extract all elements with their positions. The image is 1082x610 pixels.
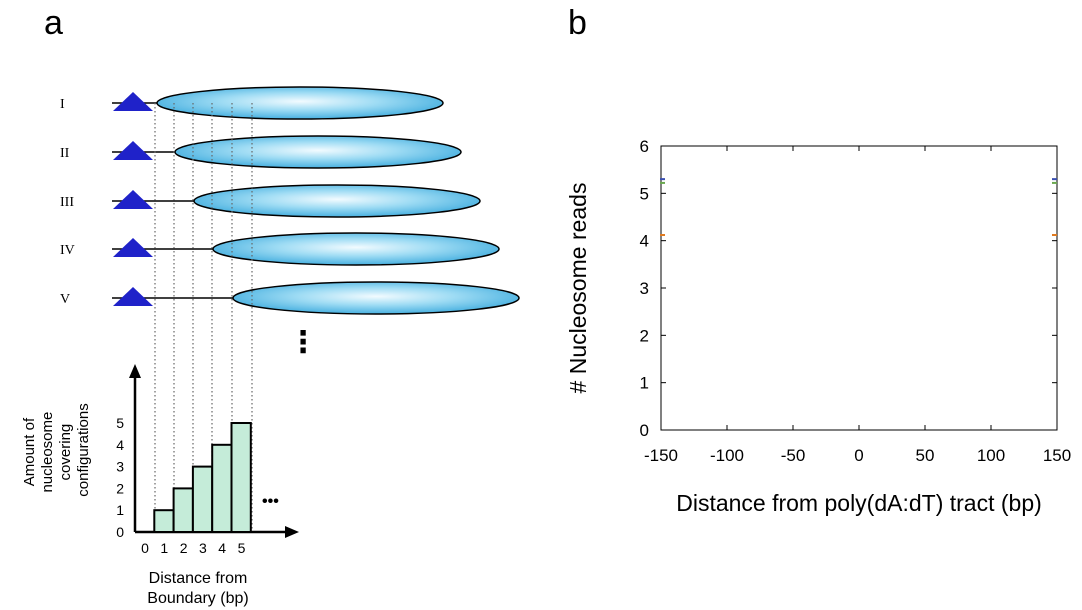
- histogram-bar: [172, 487, 194, 533]
- ytick-label: 3: [640, 279, 649, 298]
- boundary-triangle-icon: [113, 92, 153, 111]
- histogram-xtick-label: 0: [141, 540, 149, 556]
- boundary-triangle-icon: [113, 190, 153, 209]
- configuration-label: IV: [60, 243, 75, 258]
- nucleosome-ellipse: [232, 281, 520, 315]
- histogram-ylabel-line-3: covering: [57, 424, 74, 481]
- more-configurations-ellipsis: ⋮: [288, 326, 318, 359]
- plot-xlabel: Distance from poly(dA:dT) tract (bp): [676, 490, 1042, 516]
- configuration-row: II: [60, 135, 462, 169]
- histogram-ytick-label: 1: [116, 502, 124, 518]
- histogram-xlabel-line-2: Boundary (bp): [147, 590, 248, 607]
- histogram-bar: [153, 509, 175, 534]
- histogram-ytick-label: 3: [116, 459, 124, 475]
- nucleosome-ellipse: [212, 232, 500, 266]
- histogram-y-arrow: [129, 364, 141, 378]
- histogram-ytick-label: 0: [116, 524, 124, 540]
- configuration-label: V: [60, 292, 70, 307]
- configuration-row: IV: [60, 232, 500, 266]
- boundary-triangle-icon: [113, 238, 153, 257]
- histogram-ylabel-line-4: configurations: [75, 403, 92, 496]
- histogram-more-dots: •••: [262, 493, 279, 510]
- histogram-ylabel-line-1: Amount of: [21, 417, 38, 486]
- ytick-label: 4: [640, 232, 649, 251]
- ytick-label: 6: [640, 137, 649, 156]
- histogram-xtick-label: 5: [238, 540, 246, 556]
- histogram-xtick-label: 1: [160, 540, 168, 556]
- histogram-bar: [230, 422, 252, 533]
- xtick-label: 100: [977, 446, 1005, 465]
- panel-a-label: a: [44, 4, 63, 42]
- nucleosome-ellipse: [193, 184, 481, 218]
- histogram-xtick-label: 3: [199, 540, 207, 556]
- xtick-label: 0: [854, 446, 863, 465]
- xtick-label: -100: [710, 446, 744, 465]
- histogram-ytick-label: 5: [116, 415, 124, 431]
- boundary-triangle-icon: [113, 141, 153, 160]
- configuration-label: III: [60, 195, 74, 210]
- histogram-ylabel-line-2: nucleosome: [39, 412, 56, 493]
- nucleosome-ellipse: [156, 86, 444, 120]
- plot-frame: [660, 145, 1058, 431]
- ytick-label: 0: [640, 421, 649, 440]
- ytick-label: 2: [640, 326, 649, 345]
- ytick-label: 5: [640, 184, 649, 203]
- nucleosome-reads-plot: 0 1 2 3 4 5 6 -150 -100 -50 0 50 100 150 # Nucleosom…: [565, 137, 1071, 516]
- histogram-ylabel: Amount of nucleosome covering configurat…: [21, 403, 92, 496]
- histogram-bar: [211, 443, 233, 533]
- xtick-label: -150: [644, 446, 678, 465]
- histogram-ytick-label: 2: [116, 480, 124, 496]
- histogram-xtick-label: 2: [180, 540, 188, 556]
- configuration-label: II: [60, 146, 70, 161]
- configuration-row: V: [60, 281, 520, 315]
- panel-b-label: b: [568, 4, 587, 42]
- xtick-label: 150: [1043, 446, 1071, 465]
- histogram-x-arrow: [285, 526, 299, 538]
- nucleosome-ellipse: [174, 135, 462, 169]
- plot-ylabel: # Nucleosome reads: [565, 183, 591, 394]
- ytick-label: 1: [640, 374, 649, 393]
- configuration-row: III: [60, 184, 481, 218]
- histogram-xtick-label: 4: [218, 540, 226, 556]
- histogram-xlabel-line-1: Distance from: [149, 570, 248, 587]
- histogram-bar: [191, 465, 214, 534]
- configuration-label: I: [60, 97, 65, 112]
- xtick-label: 50: [916, 446, 935, 465]
- configuration-row: I: [60, 86, 444, 120]
- histogram-ytick-label: 4: [116, 437, 124, 453]
- xtick-label: -50: [781, 446, 806, 465]
- boundary-triangle-icon: [113, 287, 153, 306]
